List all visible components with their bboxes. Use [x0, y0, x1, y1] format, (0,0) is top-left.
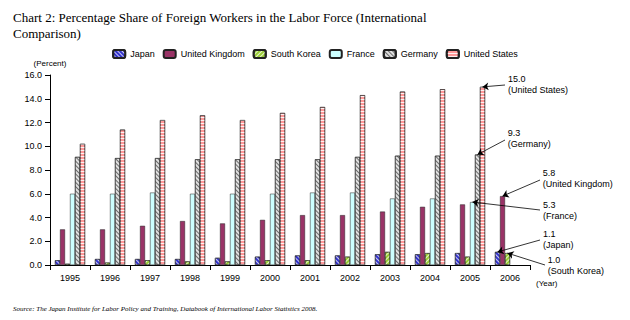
- svg-text:1997: 1997: [140, 273, 160, 283]
- svg-text:1.0: 1.0: [548, 255, 561, 265]
- svg-text:Japan: Japan: [130, 49, 155, 59]
- svg-text:2003: 2003: [380, 273, 400, 283]
- svg-text:(Year): (Year): [536, 279, 558, 288]
- svg-text:2004: 2004: [420, 273, 440, 283]
- svg-text:South Korea: South Korea: [271, 49, 321, 59]
- svg-text:Germany: Germany: [401, 49, 439, 59]
- svg-text:1.1: 1.1: [543, 229, 556, 239]
- svg-text:2000: 2000: [260, 273, 280, 283]
- svg-text:15.0: 15.0: [508, 74, 526, 84]
- svg-text:5.3: 5.3: [543, 200, 556, 210]
- svg-text:8.0: 8.0: [29, 165, 42, 175]
- svg-text:(United States): (United States): [508, 85, 568, 95]
- svg-text:(United Kingdom): (United Kingdom): [543, 179, 613, 189]
- svg-text:12.0: 12.0: [24, 118, 42, 128]
- svg-text:United Kingdom: United Kingdom: [181, 49, 245, 59]
- svg-text:4.0: 4.0: [29, 213, 42, 223]
- svg-text:1999: 1999: [220, 273, 240, 283]
- svg-text:2.0: 2.0: [29, 236, 42, 246]
- svg-text:(South Korea): (South Korea): [548, 266, 604, 276]
- svg-text:(Germany): (Germany): [508, 139, 551, 149]
- svg-text:2002: 2002: [340, 273, 360, 283]
- svg-text:1998: 1998: [180, 273, 200, 283]
- svg-text:6.0: 6.0: [29, 189, 42, 199]
- svg-text:Source: The Japan Institute fo: Source: The Japan Institute for Labor Po…: [13, 305, 317, 313]
- svg-text:1996: 1996: [100, 273, 120, 283]
- svg-text:France: France: [347, 49, 375, 59]
- svg-text:Chart 2: Percentage Share of F: Chart 2: Percentage Share of Foreign Wor…: [13, 10, 430, 25]
- svg-text:2001: 2001: [300, 273, 320, 283]
- svg-text:Comparison): Comparison): [13, 26, 81, 41]
- svg-text:(France): (France): [543, 211, 577, 221]
- svg-text:United States: United States: [464, 49, 519, 59]
- svg-text:9.3: 9.3: [508, 128, 521, 138]
- svg-text:14.0: 14.0: [24, 94, 42, 104]
- svg-text:1995: 1995: [60, 273, 80, 283]
- svg-text:16.0: 16.0: [24, 70, 42, 80]
- svg-text:(Japan): (Japan): [543, 240, 574, 250]
- svg-text:2005: 2005: [460, 273, 480, 283]
- svg-text:10.0: 10.0: [24, 141, 42, 151]
- svg-text:2006: 2006: [500, 273, 520, 283]
- svg-text:0.0: 0.0: [29, 260, 42, 270]
- svg-text:5.8: 5.8: [543, 168, 556, 178]
- svg-text:(Percent): (Percent): [34, 59, 67, 68]
